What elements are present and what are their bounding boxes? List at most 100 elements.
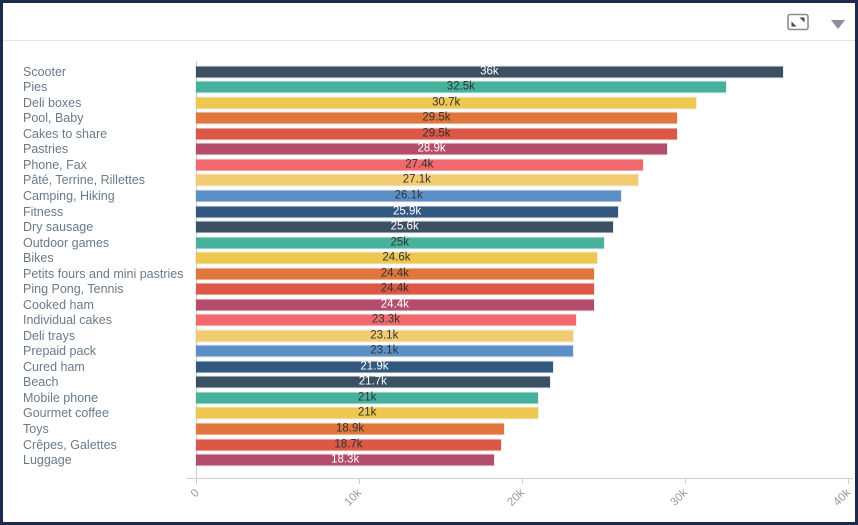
- bar[interactable]: 18.7k: [196, 438, 501, 451]
- bar-value-label: 24.4k: [380, 267, 409, 280]
- category-label: Pâté, Terrine, Rillettes: [23, 173, 146, 188]
- bar-track: 23.1k: [196, 330, 848, 342]
- bar-chart: Scooter 36k Pies 32.5k Deli boxes 30.7k Pool, …: [3, 41, 855, 522]
- chart-row: Beach 21.7k: [3, 375, 855, 391]
- category-label: Phone, Fax: [23, 157, 87, 172]
- chart-row: Deli boxes 30.7k: [3, 95, 855, 111]
- bar[interactable]: 30.7k: [196, 96, 697, 109]
- bar-value-label: 25k: [390, 236, 410, 249]
- category-label: Camping, Hiking: [23, 189, 115, 204]
- category-label: Petits fours and mini pastries: [23, 266, 184, 281]
- chart-row: Mobile phone 21k: [3, 390, 855, 406]
- bar-value-label: 25.6k: [390, 220, 419, 233]
- bar[interactable]: 25.6k: [196, 220, 614, 233]
- x-tick-mark: [848, 478, 849, 484]
- chart-row: Gourmet coffee 21k: [3, 406, 855, 422]
- chart-row: Pastries 28.9k: [3, 142, 855, 158]
- chart-row: Ping Pong, Tennis 24.4k: [3, 281, 855, 297]
- chart-row: Dry sausage 25.6k: [3, 219, 855, 235]
- x-tick-label-text: 10k: [342, 487, 365, 509]
- bar-track: 29.5k: [196, 128, 848, 140]
- x-tick-label-text: 0: [188, 487, 202, 501]
- bar[interactable]: 18.9k: [196, 423, 505, 435]
- bar-track: 23.1k: [196, 344, 848, 357]
- bar-value-label: 24.6k: [382, 251, 411, 264]
- bar[interactable]: 23.1k: [196, 330, 573, 342]
- category-label: Pool, Baby: [23, 111, 84, 126]
- bar[interactable]: 24.4k: [196, 298, 594, 311]
- bar[interactable]: 26.1k: [196, 190, 622, 202]
- category-label: Cured ham: [23, 359, 85, 374]
- bar-value-label: 32.5k: [446, 80, 475, 93]
- bar[interactable]: 21.7k: [196, 375, 550, 388]
- bar[interactable]: 21k: [196, 407, 539, 419]
- category-label: Pies: [23, 80, 48, 95]
- bar-track: 21k: [196, 407, 848, 419]
- bar-value-label: 25.9k: [393, 205, 422, 218]
- category-label: Gourmet coffee: [23, 406, 109, 421]
- category-label: Toys: [23, 421, 49, 436]
- bar[interactable]: 32.5k: [196, 80, 726, 93]
- bar[interactable]: 24.4k: [196, 267, 594, 280]
- maximize-icon[interactable]: [787, 13, 809, 36]
- bar[interactable]: 21k: [196, 391, 539, 404]
- bar[interactable]: 24.6k: [196, 251, 597, 264]
- bar-rows: Scooter 36k Pies 32.5k Deli boxes 30.7k Pool, …: [3, 64, 855, 468]
- category-label: Pastries: [23, 142, 69, 157]
- bar-track: 18.3k: [196, 454, 848, 466]
- x-tick-mark: [359, 478, 360, 484]
- bar[interactable]: 23.1k: [196, 344, 573, 357]
- chart-row: Outdoor games 25k: [3, 235, 855, 251]
- bar[interactable]: 24.4k: [196, 282, 594, 295]
- panel-toolbar: [3, 3, 855, 41]
- category-label: Scooter: [23, 64, 67, 79]
- bar[interactable]: 36k: [196, 66, 783, 78]
- bar-track: 18.7k: [196, 438, 848, 451]
- bar-value-label: 27.4k: [405, 158, 434, 171]
- bar[interactable]: 29.5k: [196, 128, 677, 140]
- category-label: Dry sausage: [23, 220, 94, 235]
- bar[interactable]: 27.1k: [196, 174, 638, 186]
- category-label: Individual cakes: [23, 313, 112, 328]
- chart-row: Petits fours and mini pastries 24.4k: [3, 266, 855, 282]
- dropdown-caret-icon[interactable]: [830, 17, 846, 35]
- bar[interactable]: 18.3k: [196, 454, 495, 466]
- x-tick-mark: [196, 478, 197, 484]
- chart-row: Fitness 25.9k: [3, 204, 855, 220]
- bar-track: 21k: [196, 391, 848, 404]
- category-label: Outdoor games: [23, 235, 110, 250]
- category-label: Beach: [23, 375, 59, 390]
- category-label: Bikes: [23, 251, 54, 266]
- category-label: Ping Pong, Tennis: [23, 282, 124, 297]
- x-tick-label-text: 20k: [505, 487, 528, 509]
- bar-track: 21.7k: [196, 375, 848, 388]
- category-label: Cakes to share: [23, 126, 108, 141]
- chart-row: Luggage 18.3k: [3, 452, 855, 468]
- bar[interactable]: 28.9k: [196, 143, 668, 155]
- bar[interactable]: 21.9k: [196, 361, 553, 373]
- bar[interactable]: 23.3k: [196, 314, 576, 326]
- bar-track: 27.4k: [196, 158, 848, 171]
- bar[interactable]: 27.4k: [196, 158, 643, 171]
- bar-value-label: 30.7k: [432, 96, 461, 109]
- chart-row: Deli trays 23.1k: [3, 328, 855, 344]
- bar-value-label: 23.1k: [370, 344, 399, 357]
- bar-track: 25.9k: [196, 205, 848, 218]
- bar-value-label: 24.4k: [380, 298, 409, 311]
- bar-value-label: 21k: [357, 391, 377, 404]
- chart-row: Pâté, Terrine, Rillettes 27.1k: [3, 173, 855, 189]
- bar-track: 25k: [196, 236, 848, 249]
- bar-track: 28.9k: [196, 143, 848, 155]
- bar-value-label: 21.7k: [358, 375, 387, 388]
- category-label: Fitness: [23, 204, 64, 219]
- bar[interactable]: 29.5k: [196, 112, 677, 124]
- chart-row: Prepaid pack 23.1k: [3, 344, 855, 360]
- bar[interactable]: 25k: [196, 236, 604, 249]
- bar-track: 24.4k: [196, 298, 848, 311]
- bar[interactable]: 25.9k: [196, 205, 619, 218]
- category-label: Luggage: [23, 453, 72, 468]
- category-label: Cooked ham: [23, 297, 94, 312]
- bar-value-label: 24.4k: [380, 282, 409, 295]
- bar-track: 36k: [196, 66, 848, 78]
